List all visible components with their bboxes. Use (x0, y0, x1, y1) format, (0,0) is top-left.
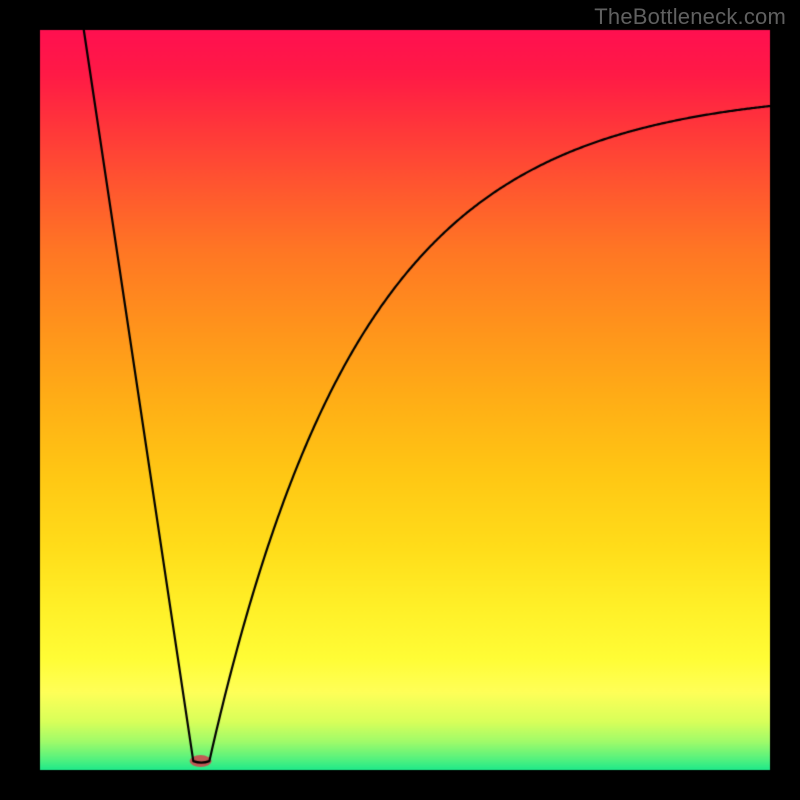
chart-root: TheBottleneck.com (0, 0, 800, 800)
bottleneck-chart-canvas (0, 0, 800, 800)
watermark-label: TheBottleneck.com (594, 4, 786, 30)
